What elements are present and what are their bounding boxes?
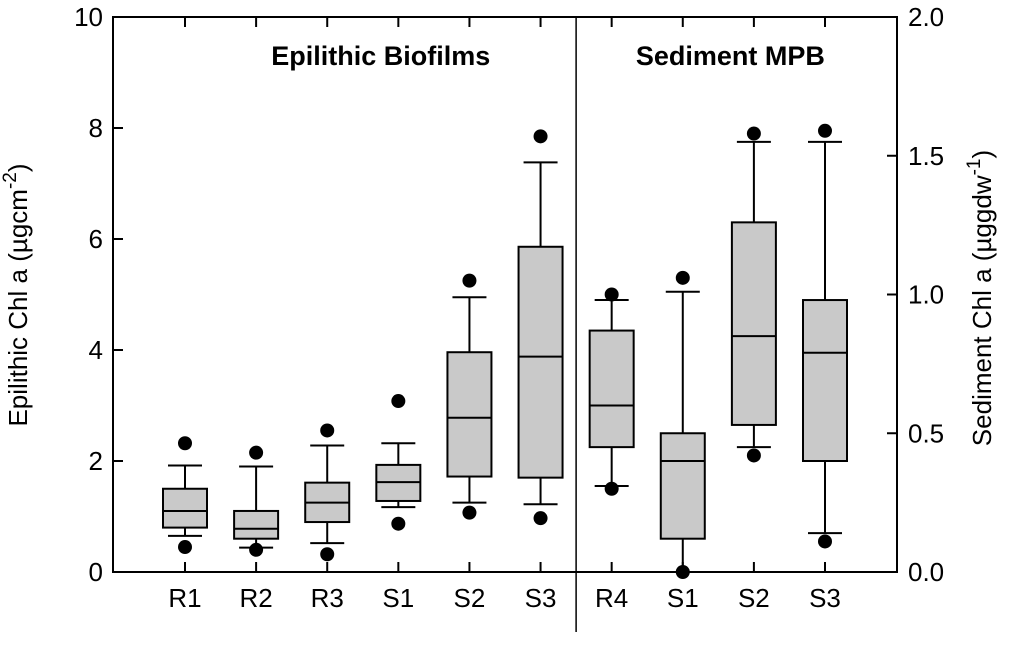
box-R1 — [162, 487, 208, 529]
outlier-low-S3 — [818, 534, 832, 549]
y-axis-left-tick-label: 4 — [89, 335, 103, 365]
outlier-high-S1 — [391, 394, 406, 409]
outlier-low-R1 — [178, 540, 192, 555]
y-axis-right-tick-label: 0.5 — [908, 418, 944, 448]
y-axis-left-tick-label: 2 — [89, 446, 103, 476]
outlier-high-S3 — [533, 129, 548, 144]
outlier-high-R2 — [249, 445, 264, 460]
box-R2 — [233, 509, 280, 540]
box-S2 — [446, 351, 493, 478]
y-axis-right-tick-label: 1.0 — [908, 280, 944, 310]
x-tick-label-R2: R2 — [239, 583, 272, 613]
x-tick-label-S3: S3 — [525, 583, 557, 613]
outlier-low-R4 — [604, 481, 619, 496]
y-axis-left-tick-label: 8 — [89, 113, 103, 143]
outlier-low-S1 — [675, 565, 690, 579]
y-axis-left-title: Epilithic Chl a (µgcm-2) — [0, 163, 33, 426]
outlier-high-R3 — [320, 423, 335, 438]
y-axis-left-tick-label: 6 — [89, 224, 103, 254]
x-tick-label-S1: S1 — [382, 583, 414, 613]
x-tick-label-R1: R1 — [168, 583, 201, 613]
box-S3 — [517, 245, 564, 479]
outlier-high-S2 — [746, 126, 761, 141]
box-S2 — [730, 221, 777, 426]
outlier-high-S3 — [818, 123, 832, 138]
x-tick-label-R3: R3 — [311, 583, 344, 613]
outlier-high-S1 — [675, 270, 690, 285]
outlier-high-S2 — [462, 273, 477, 288]
outlier-high-R1 — [178, 436, 192, 451]
x-tick-label-S1: S1 — [667, 583, 699, 613]
box-S1 — [659, 432, 706, 540]
x-tick-label-R4: R4 — [595, 583, 628, 613]
y-axis-right-title: Sediment Chl a (µggdw-1) — [964, 150, 997, 446]
box-S3 — [802, 299, 848, 462]
y-axis-left-tick-label: 0 — [89, 557, 103, 587]
outlier-low-S1 — [391, 516, 406, 531]
x-tick-label-S2: S2 — [454, 583, 486, 613]
outlier-low-S2 — [462, 505, 477, 520]
panel-title-1: Epilithic Biofilms — [271, 41, 490, 71]
outlier-low-S2 — [746, 448, 761, 463]
x-tick-label-S2: S2 — [738, 583, 770, 613]
y-axis-right-tick-label: 0.0 — [908, 557, 944, 587]
y-axis-right-tick-label: 1.5 — [908, 141, 944, 171]
y-axis-left-tick-label: 10 — [74, 2, 103, 32]
box-R4 — [588, 329, 635, 449]
outlier-low-R2 — [249, 542, 264, 557]
panel-title-2: Sediment MPB — [636, 41, 825, 71]
outlier-low-R3 — [320, 547, 335, 562]
x-tick-label-S3: S3 — [809, 583, 841, 613]
outlier-high-R4 — [604, 287, 619, 302]
y-axis-right-tick-label: 2.0 — [908, 2, 944, 32]
outlier-low-S3 — [533, 511, 548, 526]
